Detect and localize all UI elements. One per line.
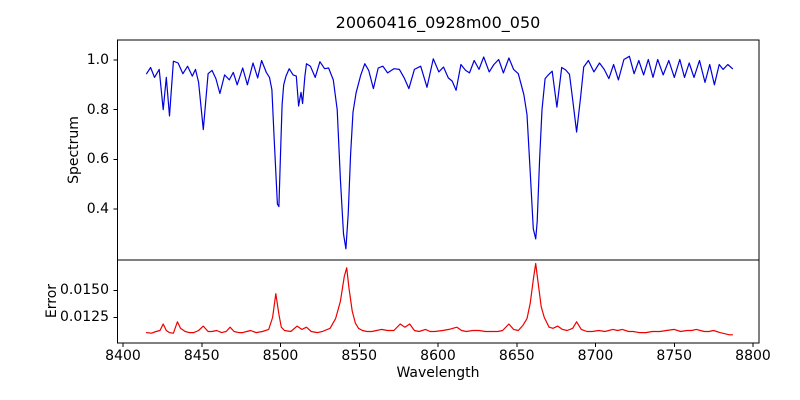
x-tick-label: 8550 — [341, 348, 378, 364]
x-axis-label: Wavelength — [396, 365, 480, 381]
spectrum-y-tick-label: 0.4 — [86, 201, 109, 218]
error-y-axis-label: Error — [44, 283, 60, 319]
x-tick-label: 8400 — [105, 348, 141, 364]
x-tick-label: 8600 — [420, 348, 456, 364]
x-tick-label: 8700 — [577, 348, 614, 364]
spectrum-y-tick-label: 1.0 — [86, 52, 109, 68]
spectrum-line — [146, 55, 734, 250]
spectrum-y-tick-label: 0.8 — [86, 101, 109, 118]
spectrum-y-axis-label: Spectrum — [66, 116, 82, 184]
error-y-tick-label: 0.0125 — [60, 309, 109, 326]
error-y-tick-label: 0.0150 — [60, 282, 109, 299]
x-tick-label: 8450 — [183, 348, 220, 364]
x-tick-label: 8750 — [656, 348, 693, 364]
x-tick-label: 8500 — [262, 348, 299, 364]
x-tick-label: 8650 — [498, 348, 535, 364]
x-tick-label: 8800 — [735, 348, 771, 364]
chart-title: 20060416_0928m00_050 — [335, 13, 541, 32]
spectrum-y-tick-label: 0.6 — [86, 151, 109, 168]
error-line — [146, 262, 734, 336]
